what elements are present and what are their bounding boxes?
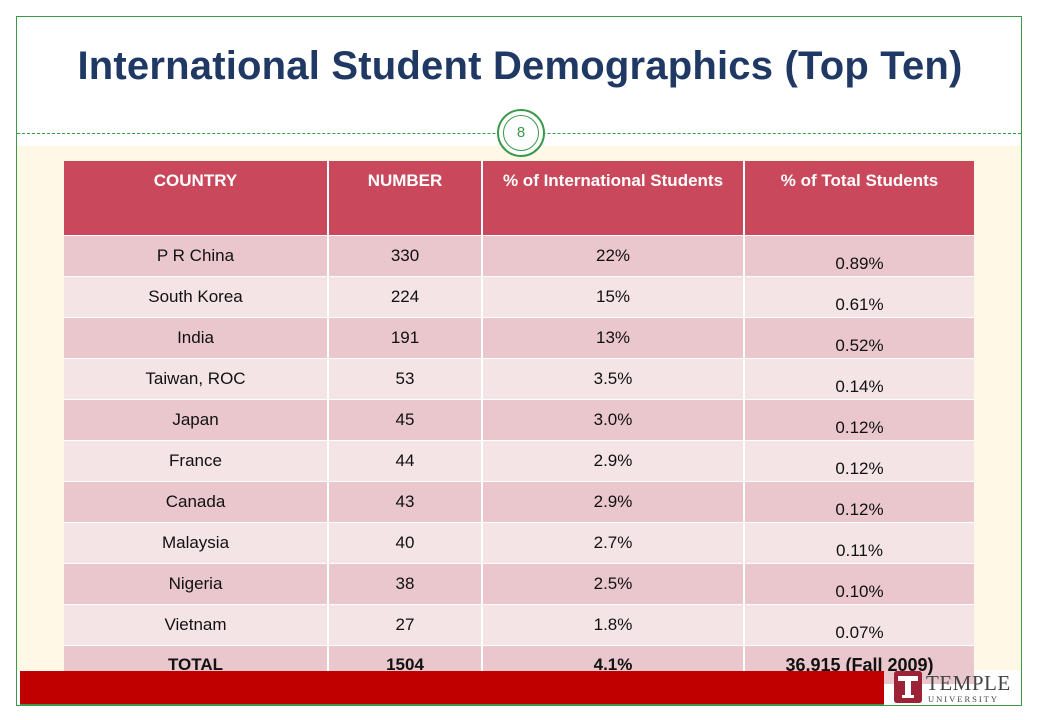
pct-international-cell: 2.9%	[482, 440, 745, 482]
table-row: Japan 45 3.0% 0.12%	[64, 399, 974, 441]
number-cell: 191	[328, 317, 483, 359]
table-row: P R China 330 22% 0.89%	[64, 235, 974, 277]
country-cell: France	[64, 440, 329, 482]
pct-international-cell: 3.0%	[482, 399, 745, 441]
pct-total-cell: 0.10%	[744, 563, 974, 605]
country-cell: Vietnam	[64, 604, 329, 646]
temple-logo: TEMPLE UNIVERSITY	[890, 668, 1020, 708]
number-cell: 53	[328, 358, 483, 400]
table-row: India 191 13% 0.52%	[64, 317, 974, 359]
table-row: Taiwan, ROC 53 3.5% 0.14%	[64, 358, 974, 400]
table-row: Canada 43 2.9% 0.12%	[64, 481, 974, 523]
header-pct-international: % of International Students	[482, 161, 745, 236]
page-title: International Student Demographics (Top …	[77, 44, 963, 88]
pct-total-cell: 0.89%	[744, 235, 974, 277]
footer-bar	[20, 671, 884, 704]
header-number: NUMBER	[328, 161, 483, 236]
pct-total-cell: 0.11%	[744, 522, 974, 564]
number-cell: 43	[328, 481, 483, 523]
country-cell: Japan	[64, 399, 329, 441]
table-row: Vietnam 27 1.8% 0.07%	[64, 604, 974, 646]
pct-total-cell: 0.12%	[744, 399, 974, 441]
number-cell: 40	[328, 522, 483, 564]
table-row: South Korea 224 15% 0.61%	[64, 276, 974, 318]
pct-total-cell: 0.61%	[744, 276, 974, 318]
pct-international-cell: 2.5%	[482, 563, 745, 605]
footer-line	[20, 704, 884, 705]
pct-international-cell: 22%	[482, 235, 745, 277]
country-cell: P R China	[64, 235, 329, 277]
pct-total-cell: 0.07%	[744, 604, 974, 646]
pct-international-cell: 15%	[482, 276, 745, 318]
logo-word: TEMPLE	[926, 671, 1011, 695]
number-cell: 45	[328, 399, 483, 441]
header-pct-total: % of Total Students	[744, 161, 974, 236]
demographics-table: COUNTRY NUMBER % of International Studen…	[64, 161, 974, 684]
temple-t-icon	[894, 671, 922, 703]
slide-number-badge: 8	[497, 109, 545, 157]
pct-total-cell: 0.12%	[744, 440, 974, 482]
pct-international-cell: 2.7%	[482, 522, 745, 564]
country-cell: Canada	[64, 481, 329, 523]
country-cell: South Korea	[64, 276, 329, 318]
number-cell: 44	[328, 440, 483, 482]
number-cell: 330	[328, 235, 483, 277]
pct-total-cell: 0.14%	[744, 358, 974, 400]
pct-total-cell: 0.12%	[744, 481, 974, 523]
country-cell: Malaysia	[64, 522, 329, 564]
number-cell: 224	[328, 276, 483, 318]
table-row: France 44 2.9% 0.12%	[64, 440, 974, 482]
pct-international-cell: 1.8%	[482, 604, 745, 646]
pct-international-cell: 2.9%	[482, 481, 745, 523]
pct-international-cell: 13%	[482, 317, 745, 359]
header-country: COUNTRY	[64, 161, 329, 236]
pct-total-cell: 0.52%	[744, 317, 974, 359]
number-cell: 38	[328, 563, 483, 605]
table-header-row: COUNTRY NUMBER % of International Studen…	[64, 161, 974, 236]
country-cell: Nigeria	[64, 563, 329, 605]
country-cell: Taiwan, ROC	[64, 358, 329, 400]
slide-number: 8	[503, 115, 539, 151]
country-cell: India	[64, 317, 329, 359]
table-row: Malaysia 40 2.7% 0.11%	[64, 522, 974, 564]
logo-sub: UNIVERSITY	[928, 694, 999, 704]
number-cell: 27	[328, 604, 483, 646]
table-row: Nigeria 38 2.5% 0.10%	[64, 563, 974, 605]
pct-international-cell: 3.5%	[482, 358, 745, 400]
